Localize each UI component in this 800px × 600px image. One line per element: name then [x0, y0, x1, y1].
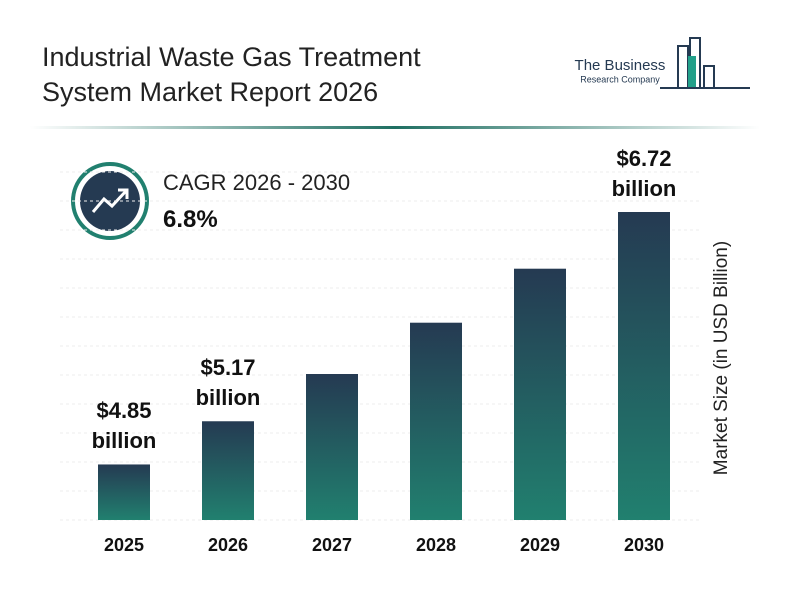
- bar: [410, 322, 462, 520]
- value-label: $4.85 billion: [91, 398, 157, 454]
- divider: [30, 126, 760, 129]
- bar: [98, 464, 150, 520]
- bar: [202, 421, 254, 520]
- value-label: $5.17 billion: [195, 355, 261, 411]
- logo: The Business Research Company: [575, 37, 750, 89]
- x-tick-label: 2025: [104, 535, 144, 555]
- x-tick-label: 2028: [416, 535, 456, 555]
- bar: [514, 268, 566, 520]
- bar: [306, 374, 358, 520]
- x-tick-label: 2030: [624, 535, 664, 555]
- cagr-value: 6.8%: [163, 206, 218, 233]
- y-axis-label: Market Size (in USD Billion): [711, 241, 732, 475]
- x-tick-label: 2026: [208, 535, 248, 555]
- value-label: $6.72 billion: [611, 146, 677, 201]
- cagr-label: CAGR 2026 - 2030: [163, 170, 351, 195]
- logo-name: The Business: [575, 57, 666, 74]
- x-tick-label: 2029: [520, 535, 560, 555]
- logo-tagline: Research Company: [580, 74, 660, 84]
- chart-title: Industrial Waste Gas Treatment System Ma…: [42, 42, 421, 107]
- x-tick-label: 2027: [312, 535, 352, 555]
- bar: [618, 212, 670, 520]
